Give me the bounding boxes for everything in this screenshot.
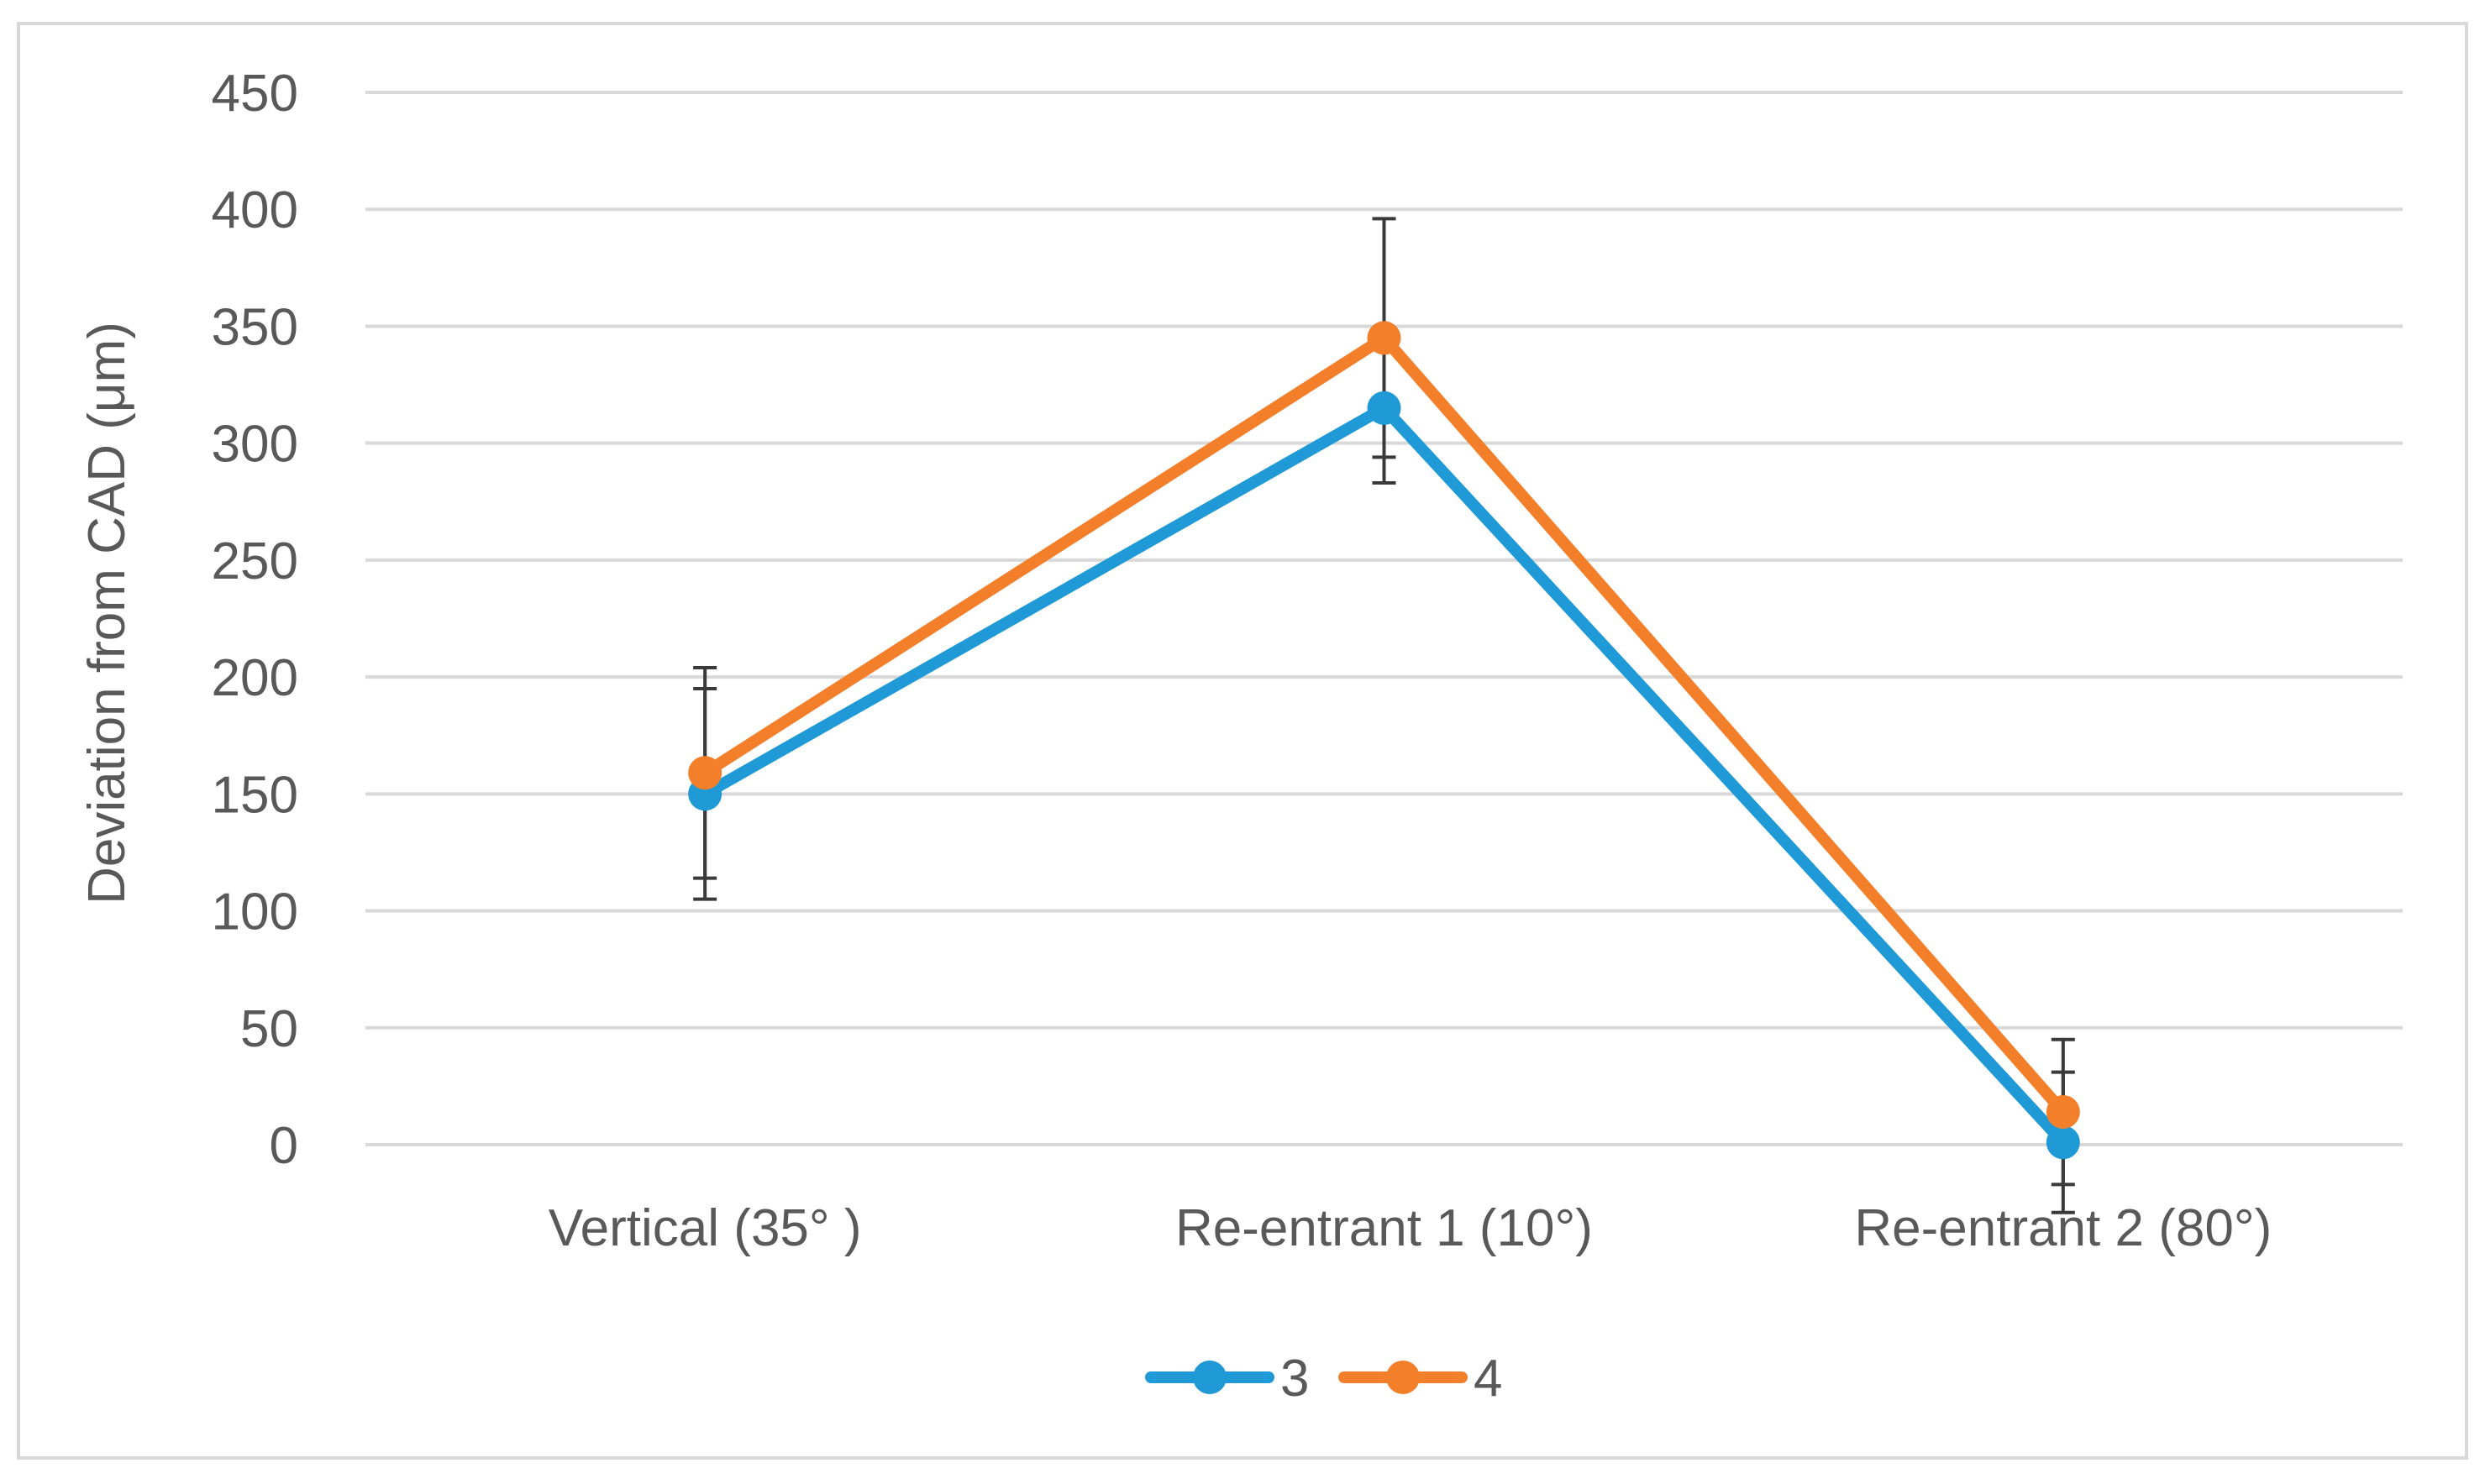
legend-item-3: 3 (1145, 1350, 1309, 1408)
y-axis-title: Deviation from CAD (μm) (78, 322, 136, 905)
y-tick-label: 100 (212, 884, 298, 941)
y-tick-label: 0 (270, 1117, 298, 1175)
x-tick-label: Vertical (35° ) (549, 1199, 862, 1257)
markers (688, 321, 2080, 1160)
data-point-3 (1367, 391, 1401, 425)
data-point-3 (2046, 1125, 2080, 1160)
y-tick-label: 350 (212, 298, 298, 356)
data-point-4 (1367, 321, 1401, 355)
chart-frame (17, 22, 2468, 1460)
series-line-3 (699, 401, 2069, 1149)
y-tick-label: 250 (212, 532, 298, 590)
legend-swatch-marker (1386, 1361, 1420, 1394)
y-tick-label: 150 (212, 766, 298, 824)
x-tick-label: Re-entrant 1 (10°) (1175, 1199, 1593, 1257)
data-point-4 (2046, 1095, 2080, 1130)
legend-label: 3 (1280, 1350, 1309, 1408)
x-tick-labels: Vertical (35° ) Re-entrant 1 (10°) Re-entr… (549, 1199, 2272, 1257)
legend-item-4: 4 (1338, 1350, 1502, 1408)
legend-swatch-marker (1193, 1361, 1227, 1394)
y-tick-label: 50 (240, 1000, 298, 1058)
y-tick-label: 400 (212, 181, 298, 239)
data-point-4 (688, 756, 722, 790)
y-tick-labels: 0 50 100 150 200 250 300 350 400 450 (212, 65, 298, 1175)
y-tick-label: 200 (212, 649, 298, 707)
y-tick-label: 450 (212, 65, 298, 123)
legend-label: 4 (1474, 1350, 1502, 1408)
error-bars (693, 217, 2075, 1214)
y-tick-label: 300 (212, 416, 298, 474)
